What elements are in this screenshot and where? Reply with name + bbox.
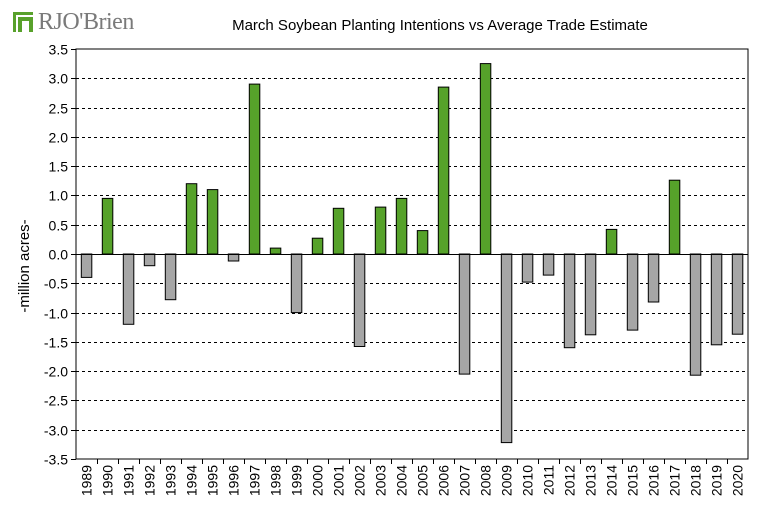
x-tick-label: 2002 [352, 465, 368, 496]
y-tick-label: -2.5 [44, 393, 68, 409]
x-tick-label: 1991 [121, 465, 137, 496]
x-tick-label: 1997 [247, 465, 263, 496]
x-tick-label: 2003 [373, 465, 389, 496]
x-tick-label: 2005 [415, 465, 431, 496]
x-tick-label: 2018 [688, 465, 704, 496]
bar-2019 [710, 253, 723, 346]
bar-1997 [248, 83, 261, 255]
bar-2008 [479, 63, 492, 255]
y-tick-label: -3.5 [44, 452, 68, 468]
x-tick-label: 2000 [310, 465, 326, 496]
bar-2006 [437, 86, 450, 255]
y-tick-label: -3.0 [44, 423, 68, 439]
bar-1996 [227, 253, 240, 262]
x-tick-label: 2012 [562, 465, 578, 496]
bar-2009 [500, 253, 513, 444]
y-tick-label: -1.5 [44, 335, 68, 351]
logo-text: RJO'Brien [38, 8, 134, 35]
logo-mark-icon [13, 12, 33, 32]
y-tick-label: 0.5 [49, 218, 69, 234]
x-tick-label: 2006 [436, 465, 452, 496]
x-tick-label: 2008 [478, 465, 494, 496]
x-axis-ticks: 1989 1990 1991 1992 1993 1994 1995 1996 1997 1998… [79, 459, 746, 496]
bar-2004 [395, 197, 408, 255]
bar-1990 [101, 197, 114, 255]
y-tick-label: 2.0 [49, 130, 69, 146]
bar-1994 [185, 183, 198, 255]
x-tick-label: 1993 [163, 465, 179, 496]
bar-2003 [374, 206, 387, 255]
bar-2017 [668, 179, 681, 255]
x-tick-label: 1999 [289, 465, 305, 496]
y-tick-label: -1.0 [44, 306, 68, 322]
bar-1992 [143, 253, 156, 267]
x-tick-label: 1992 [142, 465, 158, 496]
x-tick-label: 2014 [604, 465, 620, 496]
bar-2015 [626, 253, 639, 331]
y-tick-label: 0.0 [49, 247, 69, 263]
chart-title: March Soybean Planting Intentions vs Ave… [232, 17, 648, 34]
bar-2011 [542, 253, 555, 276]
bar-1995 [206, 189, 219, 255]
bar-2005 [416, 230, 429, 255]
bar-2002 [353, 253, 366, 347]
bar-1998 [269, 247, 282, 255]
plot-frame [75, 48, 749, 460]
rjobrien-logo: RJO'Brien [12, 6, 134, 38]
bar-2014 [605, 228, 618, 255]
x-tick-label: 2011 [541, 465, 557, 495]
bar-1993 [164, 253, 177, 301]
x-tick-label: 2007 [457, 465, 473, 496]
bar-2010 [521, 253, 534, 283]
x-tick-label: 2015 [625, 465, 641, 496]
y-tick-label: 3.0 [49, 71, 69, 87]
x-tick-label: 1995 [205, 465, 221, 496]
x-tick-label: 2001 [331, 465, 347, 496]
bar-2000 [311, 237, 324, 255]
y-tick-label: 2.5 [49, 101, 69, 117]
x-tick-label: 2019 [709, 465, 725, 496]
y-tick-label: -2.0 [44, 364, 68, 380]
bar-2001 [332, 207, 345, 255]
bar-1991 [122, 253, 135, 325]
x-tick-label: 2009 [499, 465, 515, 496]
y-tick-label: -0.5 [44, 276, 68, 292]
bars [76, 63, 748, 444]
x-tick-label: 2020 [730, 465, 746, 496]
x-tick-label: 1989 [79, 465, 95, 496]
x-tick-label: 2016 [646, 465, 662, 496]
bar-2018 [689, 253, 702, 376]
bar-1999 [290, 253, 303, 314]
bar-2016 [647, 253, 660, 303]
bar-2012 [563, 253, 576, 349]
y-tick-label: 3.5 [49, 42, 69, 58]
x-tick-label: 1998 [268, 465, 284, 496]
x-tick-label: 2013 [583, 465, 599, 496]
bar-2020 [731, 253, 744, 335]
y-axis-label: -million acres- [16, 219, 33, 312]
bar-1989 [80, 253, 93, 278]
y-tick-label: 1.5 [49, 159, 69, 175]
y-tick-label: 1.0 [49, 188, 69, 204]
x-tick-label: 1990 [100, 465, 116, 496]
x-tick-label: 1996 [226, 465, 242, 496]
bar-2007 [458, 253, 471, 375]
x-tick-label: 2004 [394, 465, 410, 496]
bar-2013 [584, 253, 597, 336]
x-tick-label: 2017 [667, 465, 683, 496]
x-tick-label: 2010 [520, 465, 536, 496]
x-tick-label: 1994 [184, 465, 200, 496]
y-axis-ticks: 3.5 3.0 2.5 2.0 1.5 1.0 0.5 0.0 -0.5 -1.0 -1.5 -2.0… [44, 42, 76, 468]
